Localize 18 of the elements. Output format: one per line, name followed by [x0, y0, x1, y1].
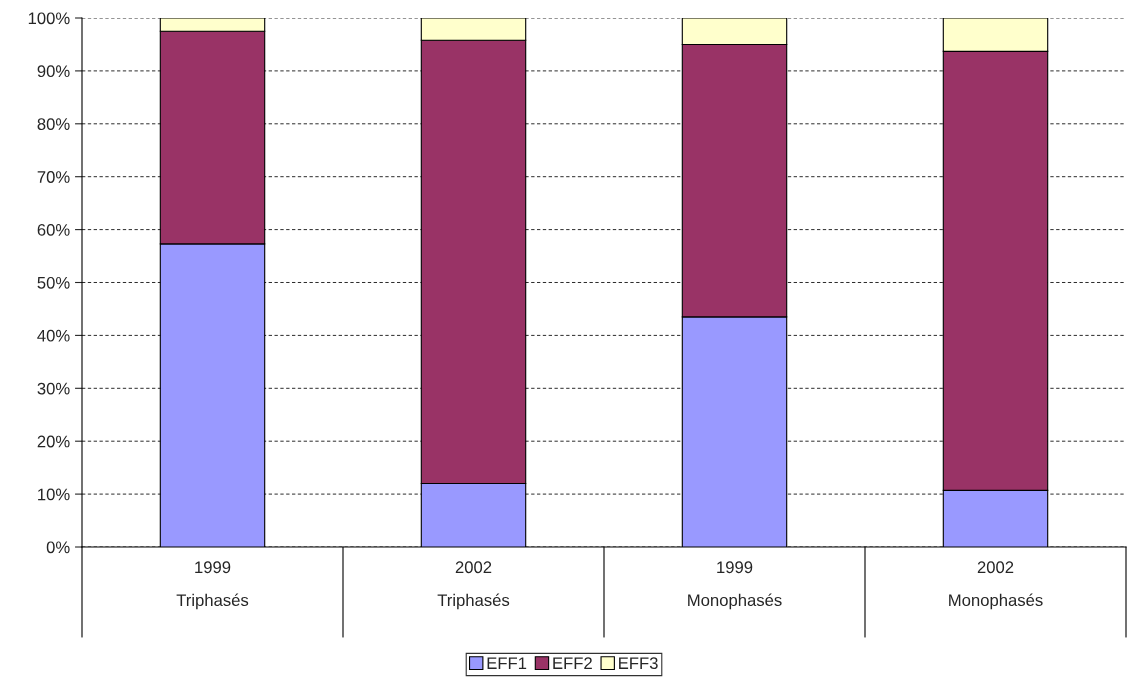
y-tick-label: 30% — [37, 382, 70, 395]
y-tick-label: 0% — [46, 541, 70, 554]
category-label: 1999 Triphasés — [176, 561, 249, 610]
legend-label: EFF1 — [487, 657, 527, 669]
legend-label: EFF2 — [553, 657, 592, 669]
legend-label: EFF3 — [619, 657, 658, 670]
y-tick-label: 60% — [37, 224, 70, 236]
y-tick-label: 50% — [37, 276, 70, 289]
category-label: 2002 Triphasés — [437, 561, 510, 610]
y-tick-label: 70% — [37, 171, 70, 183]
y-tick-label: 80% — [37, 118, 70, 130]
y-tick-label: 10% — [38, 488, 70, 501]
y-tick-label: 100% — [28, 12, 70, 25]
y-tick-label: 90% — [37, 65, 70, 78]
category-label: 1999 Monophasés — [688, 561, 782, 610]
y-tick-label: 20% — [37, 435, 70, 448]
y-tick-label: 40% — [37, 329, 70, 342]
category-label: 2002 Monophasés — [949, 561, 1043, 610]
